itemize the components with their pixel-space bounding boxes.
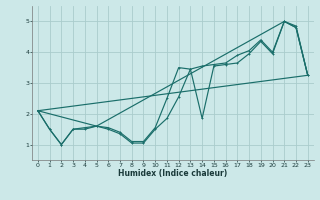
X-axis label: Humidex (Indice chaleur): Humidex (Indice chaleur) — [118, 169, 228, 178]
